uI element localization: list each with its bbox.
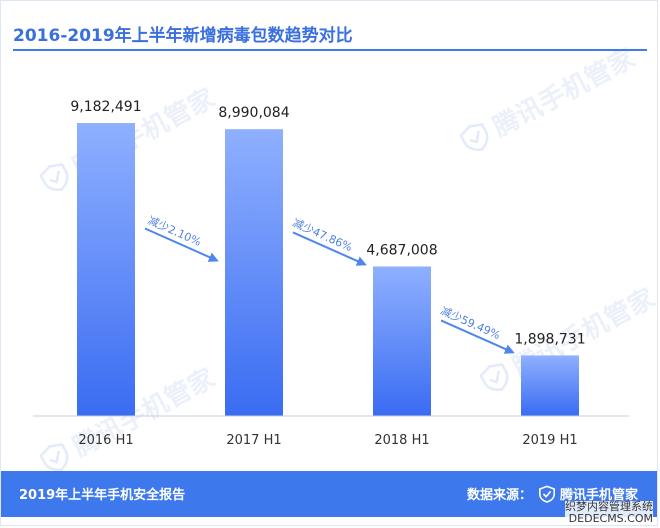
change-label: 减少2.10% <box>146 214 203 249</box>
report-name: 2019年上半年手机安全报告 <box>19 488 186 503</box>
source-label: 数据来源： <box>467 488 533 503</box>
site-watermark-line1: 织梦内容管理系统 <box>565 500 653 513</box>
bar-2018-h1 <box>373 266 431 416</box>
value-label: 8,990,084 <box>218 105 289 121</box>
bar-2017-h1 <box>225 129 283 416</box>
data-source: 数据来源： 腾讯手机管家 <box>467 484 638 503</box>
bar-chart: 9,182,491 2016 H1 8,990,084 2017 H1 4,687,00… <box>33 99 629 448</box>
decrease-arrow <box>144 227 219 262</box>
title-underline <box>13 49 647 51</box>
site-watermark: 织梦内容管理系统 DEDECMS.COM <box>565 501 653 525</box>
category-label: 2019 H1 <box>522 433 577 448</box>
decrease-arrow <box>440 319 515 354</box>
bar-2016-h1 <box>77 123 135 416</box>
category-label: 2017 H1 <box>226 433 281 448</box>
value-label: 4,687,008 <box>366 242 437 258</box>
footer-bar: 2019年上半年手机安全报告 数据来源： 腾讯手机管家 <box>1 471 657 517</box>
value-label: 9,182,491 <box>70 99 141 115</box>
bars-layer: 9,182,491 2016 H1 8,990,084 2017 H1 4,687,00… <box>70 99 585 448</box>
site-watermark-line2: DEDECMS.COM <box>568 512 653 525</box>
decrease-arrow <box>292 231 367 266</box>
bar-2019-h1 <box>521 355 579 416</box>
value-label: 1,898,731 <box>514 331 585 347</box>
chart-title: 2016-2019年上半年新增病毒包数趋势对比 <box>13 26 353 46</box>
category-label: 2016 H1 <box>78 433 133 448</box>
shield-icon <box>539 484 556 503</box>
category-label: 2018 H1 <box>374 433 429 448</box>
source-brand: 腾讯手机管家 <box>560 488 639 503</box>
